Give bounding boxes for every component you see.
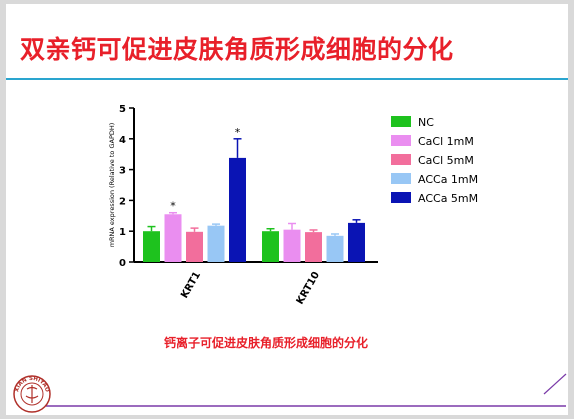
legend-swatch-1 — [391, 135, 411, 146]
title-rule — [6, 78, 568, 80]
y-tick-label: 4 — [119, 135, 126, 146]
legend-label-3: ACCa 1mM — [418, 173, 478, 186]
legend-swatch-3 — [391, 173, 411, 184]
legend-swatch-0 — [391, 116, 411, 127]
bar-krt10-1 — [283, 229, 301, 262]
chart-caption: 钙离子可促进皮肤角质形成细胞的分化 — [164, 336, 369, 350]
legend-label-4: ACCa 5mM — [418, 192, 478, 205]
y-tick-label: 3 — [119, 166, 126, 177]
legend-label-1: CaCl 1mM — [418, 135, 474, 148]
bar-krt1-0 — [143, 231, 160, 262]
y-tick-label: 5 — [119, 104, 126, 115]
bar-krt10-2 — [305, 232, 322, 262]
y-tick-label: 2 — [119, 196, 126, 207]
bar-krt1-3 — [207, 225, 225, 262]
y-tick-label: 1 — [119, 227, 126, 238]
y-axis-label: mRNA expression (Relative to GAPDH) — [108, 123, 116, 248]
bar-krt1-2 — [186, 231, 203, 262]
legend-label-2: CaCl 5mM — [418, 154, 474, 167]
university-seal-icon: XIAN SHIYAO — [13, 375, 51, 413]
bar-krt10-4 — [348, 222, 365, 262]
significance-marker: * — [170, 200, 176, 213]
bar-krt1-1 — [164, 214, 182, 262]
footer-rule — [46, 373, 567, 407]
bar-krt1-4 — [229, 157, 246, 262]
category-label-krt1: KRT1 — [179, 270, 203, 300]
legend-label-0: NC — [418, 116, 434, 129]
y-tick-label: 0 — [119, 258, 126, 269]
slide-title: 双亲钙可促进皮肤角质形成细胞的分化 — [20, 35, 454, 64]
bar-krt10-3 — [326, 235, 344, 262]
slide: 双亲钙可促进皮肤角质形成细胞的分化 0 1 2 3 4 5 mRNA expression … — [6, 4, 568, 415]
bar-krt10-0 — [262, 231, 279, 262]
significance-marker: * — [235, 126, 241, 139]
legend-swatch-4 — [391, 192, 411, 203]
category-label-krt10: KRT10 — [295, 270, 322, 306]
legend-swatch-2 — [391, 154, 411, 165]
